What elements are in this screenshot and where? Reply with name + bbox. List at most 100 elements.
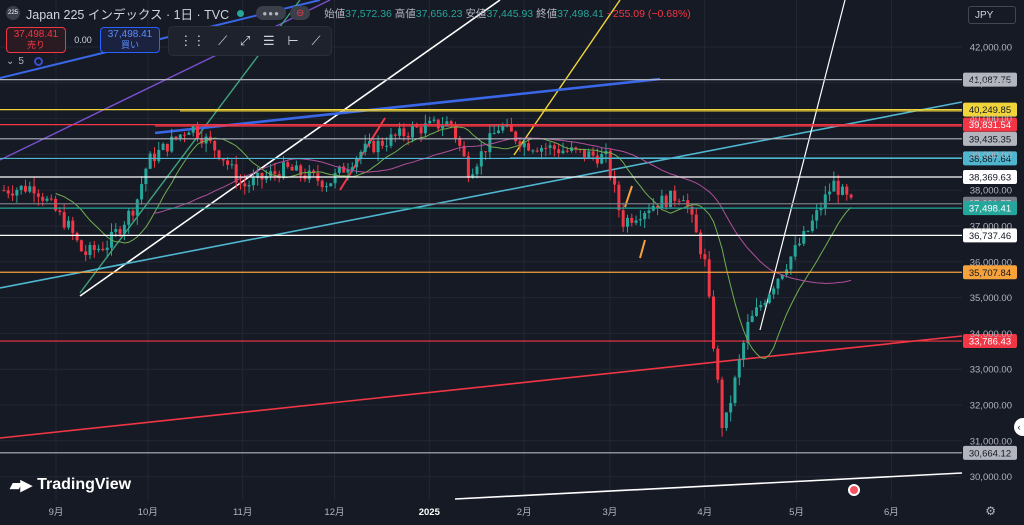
white-trend-line — [79, 0, 501, 297]
symbol-header[interactable]: 225 Japan 225 インデックス · 1日 · TVC ●●● ⊖ 始値… — [6, 4, 691, 22]
scroll-arrow-icon[interactable]: ‹ — [1014, 418, 1024, 436]
alert-marker-icon[interactable] — [848, 484, 860, 496]
sell-button[interactable]: 37,498.41 売り — [6, 27, 66, 53]
candle-body — [23, 185, 27, 192]
yellow-trend-line — [513, 0, 621, 156]
candle-body — [754, 307, 758, 316]
candle-body — [398, 128, 402, 136]
candle-body — [703, 254, 707, 260]
candle-body — [256, 172, 260, 178]
candle-body — [797, 243, 801, 246]
candle-body — [539, 147, 543, 152]
candle-body — [286, 162, 290, 167]
candle-body — [15, 190, 19, 196]
orange-arrow-line — [639, 239, 646, 259]
candle-body — [565, 150, 569, 152]
candle-body — [307, 170, 311, 180]
trend-line-icon[interactable]: ⟋ — [218, 33, 228, 48]
candle-body — [802, 230, 806, 244]
ray-icon[interactable]: ⤢ — [239, 33, 251, 48]
candle-body — [742, 342, 746, 360]
horizontal-ray-icon[interactable]: ⊢ — [287, 33, 299, 48]
candle-body — [251, 177, 255, 186]
candle-body — [54, 198, 58, 211]
candle-body — [333, 172, 337, 184]
candle-body — [221, 158, 225, 161]
candle-body — [664, 195, 668, 208]
currency-selector[interactable]: JPY — [968, 6, 1016, 24]
candle-body — [557, 149, 561, 154]
candle-body — [355, 158, 359, 168]
candle-body — [681, 200, 685, 202]
ohlc-values: 始値37,572.36 高値37,656.23 安値37,445.93 終値37… — [324, 7, 691, 20]
candle-body — [234, 164, 238, 183]
candle-body — [720, 379, 724, 429]
buy-button[interactable]: 37,498.41 買い — [100, 27, 160, 53]
candle-body — [324, 186, 328, 188]
parallel-channel-icon[interactable]: ☰ — [263, 33, 275, 48]
candle-body — [152, 153, 156, 162]
candle-body — [88, 244, 92, 256]
candle-body — [810, 220, 814, 231]
candle-body — [552, 145, 556, 150]
indicator-toggle[interactable]: ⌄ 5 — [6, 56, 43, 67]
time-tick-label: 12月 — [324, 507, 344, 518]
candle-body — [118, 229, 122, 234]
candle-body — [772, 288, 776, 295]
candle-body — [815, 210, 819, 221]
candle-body — [561, 150, 565, 154]
candle-body — [406, 135, 410, 138]
time-tick-label: 2月 — [517, 507, 532, 518]
candle-body — [79, 240, 83, 252]
candle-body — [531, 150, 535, 152]
candle-body — [183, 134, 187, 136]
remove-icon[interactable]: ⊖ — [290, 6, 311, 20]
time-tick-label: 4月 — [697, 507, 712, 518]
candle-body — [114, 229, 118, 232]
candle-body — [608, 150, 612, 177]
white-bottom-line — [454, 472, 963, 500]
candle-body — [97, 248, 101, 250]
time-tick-label: 3月 — [602, 507, 617, 518]
candle-body — [200, 138, 204, 144]
time-tick-label: 6月 — [884, 507, 899, 518]
candle-body — [359, 152, 363, 159]
candle-body — [385, 145, 389, 147]
candle-body — [140, 184, 144, 200]
visibility-dots-icon[interactable]: ●●● — [256, 6, 287, 20]
candle-body — [780, 274, 784, 279]
extended-line-icon[interactable]: ⟋ — [311, 33, 321, 48]
grid — [0, 0, 962, 500]
candle-body — [238, 182, 242, 184]
tradingview-mark-icon: ▰▶ — [10, 477, 32, 494]
tradingview-logo: ▰▶ TradingView — [10, 476, 132, 494]
candle-body — [496, 130, 500, 134]
candle-body — [187, 132, 191, 135]
candle-body — [789, 256, 793, 270]
settings-gear-icon[interactable]: ⚙ — [985, 504, 996, 518]
candle-body — [260, 172, 264, 180]
candle-body — [393, 134, 397, 136]
candle-body — [49, 198, 53, 200]
price-tick-label: 32,000.00 — [970, 401, 1012, 412]
candle-body — [178, 134, 182, 139]
candle-body — [582, 149, 586, 158]
cyan-trend-line — [0, 101, 963, 289]
candle-body — [746, 321, 750, 343]
indicator-count: 5 — [18, 56, 24, 67]
candle-body — [668, 190, 672, 208]
price-level-label: 39,435.35 — [969, 134, 1011, 145]
candle-body — [634, 220, 638, 223]
candle-body — [230, 164, 234, 166]
candle-body — [131, 210, 135, 216]
drag-handle-icon[interactable]: ⋮⋮ — [179, 33, 206, 48]
candle-body — [595, 155, 599, 164]
candle-body — [759, 305, 763, 308]
price-level-badge — [963, 228, 1017, 243]
price-level-badge — [963, 334, 1017, 349]
symbol-title[interactable]: Japan 225 インデックス · 1日 · TVC — [26, 7, 230, 22]
candle-body — [699, 232, 703, 255]
chevron-down-icon[interactable]: ⌄ — [6, 56, 15, 67]
candle-body — [535, 150, 539, 152]
